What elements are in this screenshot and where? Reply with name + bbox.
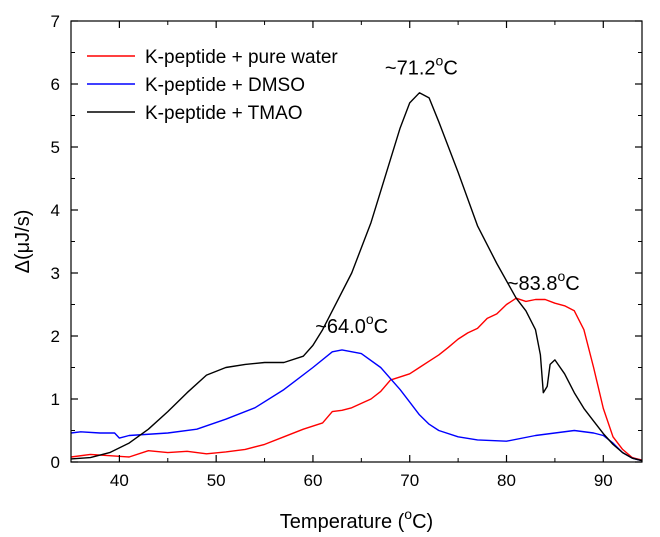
y-tick-label: 0 <box>51 453 60 472</box>
series-line-1 <box>70 297 643 461</box>
legend-label: K-peptide + TMAO <box>145 103 303 124</box>
y-tick-label: 6 <box>51 75 60 94</box>
series-layer <box>70 92 643 462</box>
annotations: ~71.2oC ~64.0oC ~83.8oC <box>315 53 579 338</box>
y-tick-label: 2 <box>51 327 60 346</box>
y-tick-label: 1 <box>51 390 60 409</box>
legend: K-peptide + pure water K-peptide + DMSO K-… <box>87 47 338 124</box>
legend-label: K-peptide + DMSO <box>145 75 305 96</box>
peak-annotation: ~83.8oC <box>507 268 580 295</box>
x-axis-label: Temperature (oC) <box>280 506 433 533</box>
y-tick-label: 4 <box>51 201 60 220</box>
x-tick-label: 60 <box>303 471 322 490</box>
ticks-layer: 40 50 60 70 80 90 0 1 2 3 4 5 6 7 <box>51 12 642 490</box>
x-tick-label: 80 <box>497 471 516 490</box>
peak-annotation: ~64.0oC <box>315 311 388 338</box>
x-tick-label: 90 <box>594 471 613 490</box>
y-tick-label: 3 <box>51 264 60 283</box>
y-tick-label: 7 <box>51 12 60 31</box>
legend-label: K-peptide + pure water <box>145 47 338 68</box>
x-tick-label: 70 <box>400 471 419 490</box>
x-tick-label: 50 <box>207 471 226 490</box>
x-tick-label: 40 <box>110 471 129 490</box>
y-tick-label: 5 <box>51 138 60 157</box>
peak-annotation: ~71.2oC <box>385 53 458 80</box>
y-axis-label: Δ(μJ/s) <box>12 210 34 274</box>
series-line-3 <box>70 92 643 462</box>
